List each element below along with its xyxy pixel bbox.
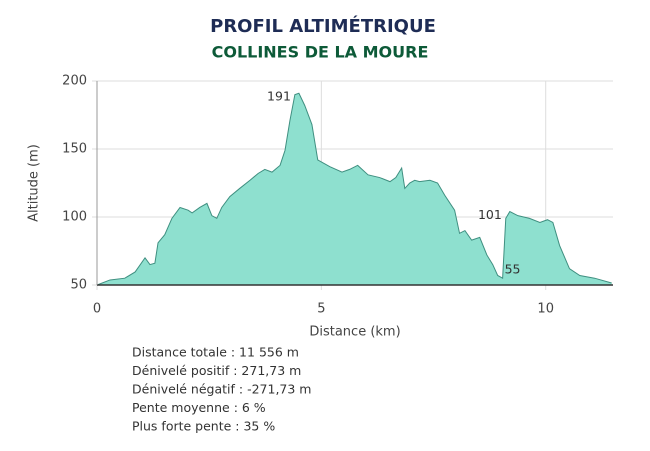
stat-line: Dénivelé positif : 271,73 m bbox=[132, 363, 301, 378]
annotation: 101 bbox=[478, 207, 502, 222]
stat-line: Plus forte pente : 35 % bbox=[132, 419, 275, 434]
stat-line: Pente moyenne : 6 % bbox=[132, 400, 266, 415]
chart-subtitle: COLLINES DE LA MOURE bbox=[212, 43, 429, 62]
line bbox=[96, 92, 612, 286]
area bbox=[97, 93, 612, 286]
x-tick-label: 10 bbox=[537, 302, 554, 317]
y-tick-label: 150 bbox=[62, 142, 87, 157]
stat-line: Dénivelé négatif : -271,73 m bbox=[132, 382, 311, 397]
annotation: 191 bbox=[267, 89, 291, 104]
chart-title: PROFIL ALTIMÉTRIQUE bbox=[210, 15, 436, 37]
y-axis-label: Altitude (m) bbox=[27, 144, 42, 222]
y-tick-label: 50 bbox=[70, 278, 87, 293]
x-tick-label: 5 bbox=[317, 302, 325, 317]
stat-line: Distance totale : 11 556 m bbox=[132, 345, 299, 360]
x-tick-label: 0 bbox=[93, 302, 101, 317]
annotation: 55 bbox=[505, 262, 521, 277]
y-tick-label: 200 bbox=[62, 74, 87, 89]
y-tick-label: 100 bbox=[62, 210, 87, 225]
x-axis-label: Distance (km) bbox=[309, 325, 400, 340]
